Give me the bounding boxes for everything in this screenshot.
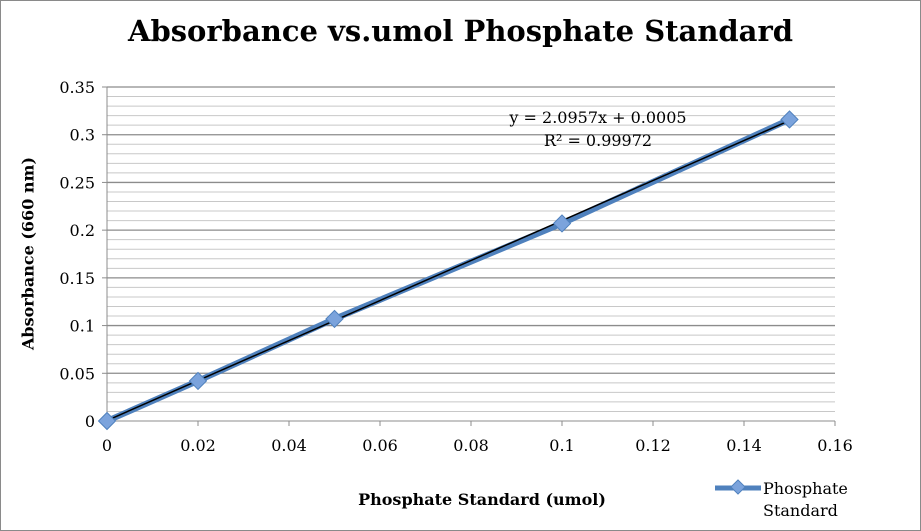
x-tick-label: 0.02	[180, 436, 216, 455]
y-tick-label: 0	[85, 412, 95, 431]
data-point	[325, 309, 344, 329]
x-axis-title: Phosphate Standard (umol)	[358, 490, 606, 509]
chart-title: Absorbance vs.umol Phosphate Standard	[127, 14, 794, 48]
x-tick-label: 0.08	[453, 436, 489, 455]
data-point	[552, 214, 572, 233]
data-point	[188, 371, 208, 391]
y-axis-title: Absorbance (660 nm)	[18, 156, 38, 351]
x-tick-label: 0.1	[549, 436, 574, 455]
trendline	[106, 119, 790, 422]
y-tick-label: 0.15	[59, 269, 95, 288]
x-tick-label: 0.06	[362, 436, 398, 455]
y-tick-label: 0.3	[70, 126, 95, 145]
y-tick-label: 0.2	[70, 221, 95, 240]
y-tick-label: 0.35	[59, 78, 95, 97]
y-tick-label: 0.25	[59, 173, 95, 192]
legend-marker	[715, 479, 761, 495]
legend-label: Phosphate Standard	[763, 479, 848, 520]
x-tick-label: 0	[102, 436, 112, 455]
trendline-equation: y = 2.0957x + 0.0005	[509, 108, 687, 127]
data-point	[780, 110, 799, 129]
x-tick-label: 0.16	[817, 436, 853, 455]
x-tick-label: 0.14	[726, 436, 762, 455]
y-tick-label: 0.05	[59, 364, 95, 383]
trendline-r2: R² = 0.99972	[543, 131, 653, 150]
x-tick-label: 0.12	[635, 436, 671, 455]
x-tick-label: 0.04	[271, 436, 307, 455]
y-tick-label: 0.1	[70, 317, 95, 336]
data-point	[97, 411, 117, 431]
